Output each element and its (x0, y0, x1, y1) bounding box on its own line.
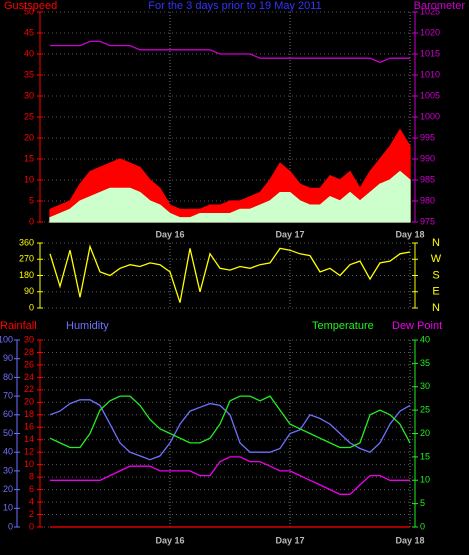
y-tick-label: 25 (24, 111, 34, 121)
y-tick-label: 360 (19, 237, 34, 247)
y-tick-label: 990 (420, 153, 435, 163)
y-tick-label: 1020 (420, 27, 440, 37)
y-tick-label: 10 (24, 174, 34, 184)
y-tick-label: 985 (420, 174, 435, 184)
series-label: Temperature (312, 320, 374, 332)
y-tick-label: 10 (420, 475, 430, 485)
y-tick-label: 30 (3, 465, 13, 475)
x-tick-label: Day 16 (155, 229, 184, 239)
y-tick-label: 15 (24, 153, 34, 163)
y-tick-label: 8 (29, 472, 34, 482)
y-tick-label: 995 (420, 132, 435, 142)
y-tick-label: 975 (420, 216, 435, 226)
y-tick-label: 10 (3, 503, 13, 513)
y-tick-label: 1010 (420, 69, 440, 79)
y-tick-label: 40 (3, 447, 13, 457)
y-tick-label: 70 (3, 390, 13, 400)
y-tick-label: 22 (24, 384, 34, 394)
y-tick-label: 50 (24, 6, 34, 16)
y-tick-label: 45 (24, 27, 34, 37)
x-tick-label: Day 17 (275, 229, 304, 239)
y-tick-label: 0 (29, 302, 34, 312)
y-tick-label: 5 (29, 195, 34, 205)
y-tick-label: 14 (24, 434, 34, 444)
y-tick-label: 980 (420, 195, 435, 205)
y-tick-label: 5 (420, 498, 425, 508)
y-tick-label: W (431, 253, 442, 265)
y-tick-label: 12 (24, 447, 34, 457)
y-tick-label: 90 (3, 353, 13, 363)
y-tick-label: S (432, 269, 439, 281)
y-tick-label: 6 (29, 484, 34, 494)
y-tick-label: N (432, 302, 440, 314)
y-tick-label: 25 (420, 405, 430, 415)
y-tick-label: E (432, 286, 439, 298)
y-tick-label: 30 (24, 334, 34, 344)
y-tick-label: 1005 (420, 90, 440, 100)
x-tick-label: Day 17 (275, 535, 304, 545)
line (50, 456, 410, 495)
y-tick-label: 90 (24, 286, 34, 296)
y-tick-label: 26 (24, 359, 34, 369)
chart-title: For the 3 days prior to 19 May 2011 (148, 0, 321, 12)
line (50, 40, 410, 64)
y-tick-label: 4 (29, 496, 34, 506)
x-tick-label: Day 18 (395, 535, 424, 545)
series-label: Rainfall (0, 320, 37, 332)
y-tick-label: 270 (19, 254, 34, 264)
y-tick-label: 180 (19, 270, 34, 280)
y-tick-label: 0 (420, 521, 425, 531)
y-tick-label: 20 (420, 428, 430, 438)
y-tick-label: 50 (3, 428, 13, 438)
y-tick-label: 35 (24, 69, 34, 79)
x-tick-label: Day 18 (395, 229, 424, 239)
y-tick-label: 20 (24, 397, 34, 407)
y-tick-label: 35 (420, 358, 430, 368)
y-tick-label: 24 (24, 372, 34, 382)
y-tick-label: 10 (24, 459, 34, 469)
y-tick-label: N (432, 237, 440, 249)
series-label: Barometer (414, 0, 466, 12)
y-tick-label: 16 (24, 422, 34, 432)
series-label: Dew Point (392, 320, 442, 332)
y-tick-label: 20 (3, 484, 13, 494)
y-tick-label: 1000 (420, 111, 440, 121)
y-tick-label: 2 (29, 509, 34, 519)
y-tick-label: 40 (420, 334, 430, 344)
y-tick-label: 30 (24, 90, 34, 100)
series-label: Humidity (66, 320, 109, 332)
y-tick-label: 0 (29, 521, 34, 531)
y-tick-label: 20 (24, 132, 34, 142)
y-tick-label: 0 (29, 216, 34, 226)
y-tick-label: 30 (420, 381, 430, 391)
y-tick-label: 1025 (420, 6, 440, 16)
y-tick-label: 1015 (420, 48, 440, 58)
y-tick-label: 18 (24, 409, 34, 419)
line (49, 399, 411, 461)
x-tick-label: Day 16 (155, 535, 184, 545)
y-tick-label: 28 (24, 347, 34, 357)
line (49, 395, 411, 449)
y-tick-label: 60 (3, 409, 13, 419)
line (49, 244, 411, 303)
y-tick-label: 100 (0, 334, 13, 344)
y-tick-label: 80 (3, 372, 13, 382)
y-tick-label: 0 (8, 521, 13, 531)
area (49, 170, 411, 223)
y-tick-label: 15 (420, 451, 430, 461)
y-tick-label: 40 (24, 48, 34, 58)
series-label: Gustspeed (4, 0, 57, 12)
